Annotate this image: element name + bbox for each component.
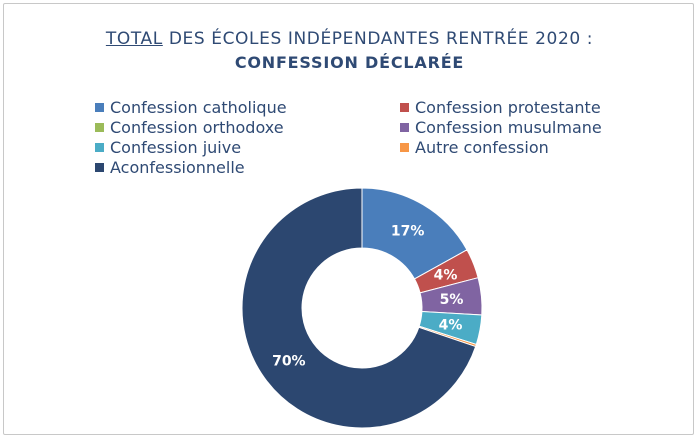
legend-item: Confession catholique (95, 98, 287, 117)
legend-label: Confession musulmane (415, 118, 602, 137)
legend-swatch (400, 103, 409, 112)
chart-title-underlined: TOTAL (105, 29, 163, 49)
legend-item: Autre confession (400, 138, 549, 157)
donut-slice (241, 187, 477, 429)
legend-item: Confession musulmane (400, 118, 602, 137)
legend-label: Confession juive (110, 138, 242, 157)
legend-swatch (95, 123, 104, 132)
legend-swatch (400, 123, 409, 132)
legend-swatch (95, 163, 104, 172)
legend-item: Confession orthodoxe (95, 118, 284, 137)
legend-item: Confession juive (95, 138, 241, 157)
legend-label: Confession orthodoxe (110, 118, 284, 137)
chart-title: TOTAL DES ÉCOLES INDÉPENDANTES RENTRÉE 2… (0, 29, 699, 49)
legend-label: Confession catholique (110, 98, 287, 117)
slice-label: 4% (434, 268, 458, 284)
legend-item: Confession protestante (400, 98, 601, 117)
legend-item: Aconfessionnelle (95, 158, 245, 177)
slice-label: 4% (439, 317, 463, 333)
legend-label: Confession protestante (415, 98, 601, 117)
legend-label: Aconfessionnelle (110, 158, 245, 177)
legend-label: Autre confession (415, 138, 549, 157)
slice-label: 17% (391, 223, 425, 239)
legend-swatch (95, 143, 104, 152)
chart-subtitle: CONFESSION DÉCLARÉE (234, 53, 465, 72)
slice-label: 70% (272, 353, 306, 369)
chart-frame (3, 3, 694, 435)
slice-label: 5% (440, 292, 464, 308)
legend-swatch (400, 143, 409, 152)
legend-swatch (95, 103, 104, 112)
chart-title-rest: DES ÉCOLES INDÉPENDANTES RENTRÉE 2020 : (162, 29, 594, 49)
